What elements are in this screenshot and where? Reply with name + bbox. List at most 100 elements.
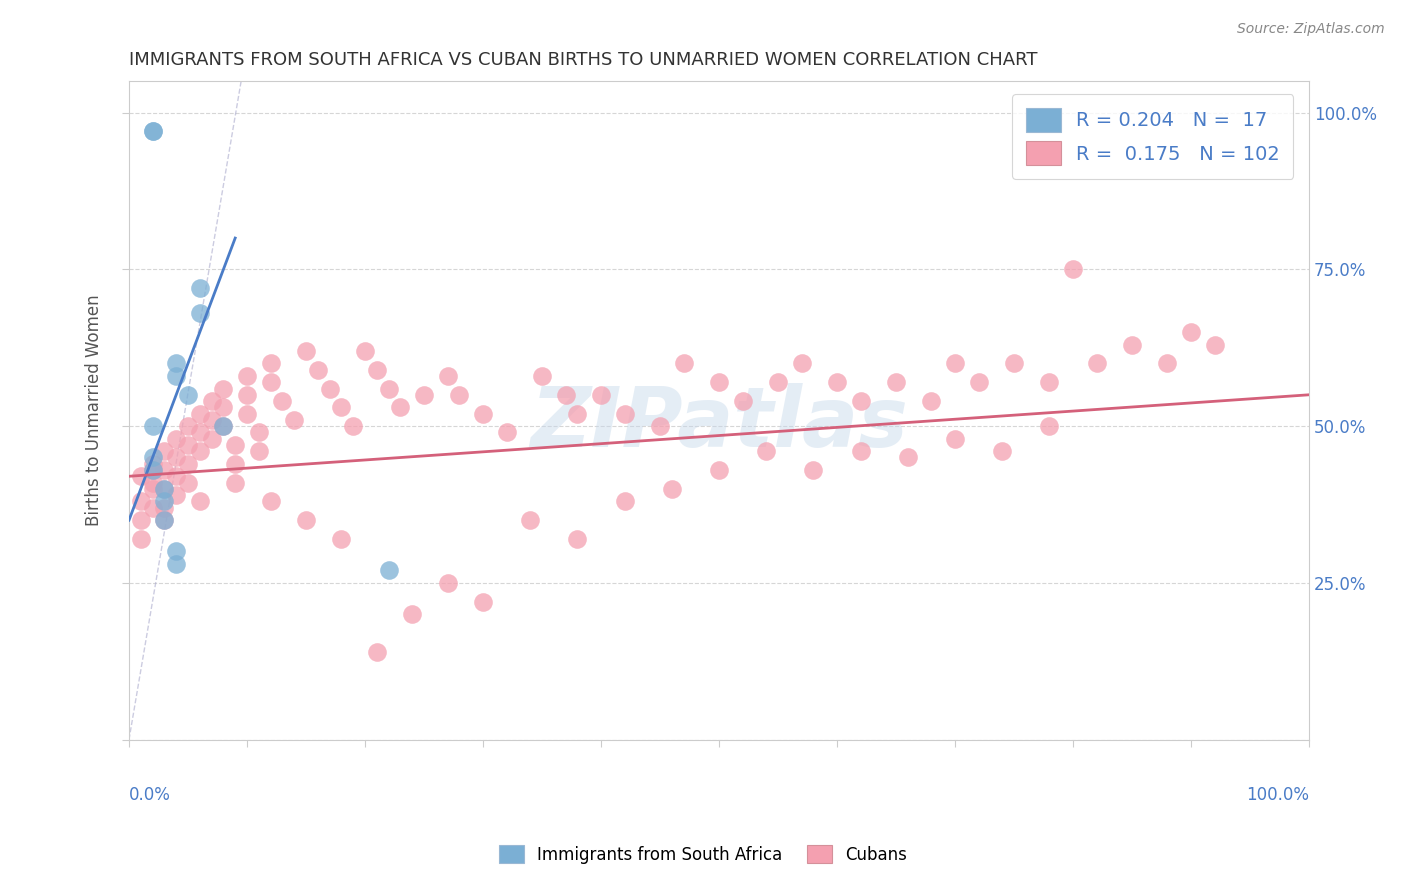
Point	[884, 376, 907, 390]
Point	[236, 368, 259, 383]
Point	[188, 494, 211, 508]
Point	[413, 388, 436, 402]
Point	[1180, 325, 1202, 339]
Point	[165, 450, 187, 465]
Point	[377, 563, 399, 577]
Point	[354, 343, 377, 358]
Point	[567, 532, 589, 546]
Text: Source: ZipAtlas.com: Source: ZipAtlas.com	[1237, 22, 1385, 37]
Point	[567, 407, 589, 421]
Point	[967, 376, 990, 390]
Text: IMMIGRANTS FROM SOUTH AFRICA VS CUBAN BIRTHS TO UNMARRIED WOMEN CORRELATION CHAR: IMMIGRANTS FROM SOUTH AFRICA VS CUBAN BI…	[129, 51, 1038, 69]
Point	[177, 419, 200, 434]
Point	[177, 438, 200, 452]
Point	[943, 432, 966, 446]
Text: ZIPatlas: ZIPatlas	[530, 384, 908, 464]
Point	[271, 394, 294, 409]
Point	[943, 356, 966, 370]
Point	[472, 594, 495, 608]
Point	[247, 425, 270, 440]
Y-axis label: Births to Unmarried Women: Births to Unmarried Women	[86, 294, 103, 526]
Point	[613, 407, 636, 421]
Point	[283, 413, 305, 427]
Point	[153, 513, 176, 527]
Point	[129, 532, 152, 546]
Point	[153, 513, 176, 527]
Point	[259, 356, 281, 370]
Point	[825, 376, 848, 390]
Point	[142, 500, 165, 515]
Point	[142, 124, 165, 138]
Point	[707, 463, 730, 477]
Point	[224, 457, 246, 471]
Point	[707, 376, 730, 390]
Point	[153, 500, 176, 515]
Point	[672, 356, 695, 370]
Point	[1121, 337, 1143, 351]
Point	[153, 444, 176, 458]
Point	[200, 413, 222, 427]
Point	[330, 532, 353, 546]
Legend: Immigrants from South Africa, Cubans: Immigrants from South Africa, Cubans	[492, 838, 914, 871]
Point	[436, 368, 458, 383]
Point	[165, 432, 187, 446]
Point	[177, 388, 200, 402]
Point	[142, 450, 165, 465]
Point	[142, 463, 165, 477]
Point	[613, 494, 636, 508]
Point	[330, 401, 353, 415]
Point	[1156, 356, 1178, 370]
Point	[436, 575, 458, 590]
Point	[295, 343, 318, 358]
Point	[1002, 356, 1025, 370]
Point	[342, 419, 364, 434]
Point	[129, 469, 152, 483]
Point	[224, 438, 246, 452]
Point	[554, 388, 576, 402]
Point	[366, 362, 388, 376]
Point	[142, 419, 165, 434]
Point	[129, 513, 152, 527]
Point	[177, 457, 200, 471]
Point	[165, 488, 187, 502]
Point	[519, 513, 541, 527]
Point	[849, 394, 872, 409]
Point	[212, 382, 235, 396]
Point	[401, 607, 423, 622]
Point	[318, 382, 340, 396]
Point	[212, 401, 235, 415]
Text: 100.0%: 100.0%	[1246, 786, 1309, 804]
Point	[142, 463, 165, 477]
Point	[212, 419, 235, 434]
Point	[224, 475, 246, 490]
Point	[142, 475, 165, 490]
Point	[165, 469, 187, 483]
Point	[165, 557, 187, 571]
Point	[188, 425, 211, 440]
Point	[259, 376, 281, 390]
Point	[1085, 356, 1108, 370]
Point	[366, 645, 388, 659]
Point	[236, 388, 259, 402]
Text: 0.0%: 0.0%	[129, 786, 172, 804]
Point	[377, 382, 399, 396]
Point	[897, 450, 920, 465]
Point	[589, 388, 612, 402]
Point	[1038, 376, 1060, 390]
Point	[188, 407, 211, 421]
Point	[803, 463, 825, 477]
Point	[153, 494, 176, 508]
Point	[920, 394, 942, 409]
Point	[129, 494, 152, 508]
Point	[142, 482, 165, 496]
Point	[153, 463, 176, 477]
Point	[142, 457, 165, 471]
Point	[661, 482, 683, 496]
Point	[200, 394, 222, 409]
Point	[472, 407, 495, 421]
Point	[991, 444, 1014, 458]
Point	[531, 368, 554, 383]
Point	[259, 494, 281, 508]
Point	[165, 544, 187, 558]
Point	[212, 419, 235, 434]
